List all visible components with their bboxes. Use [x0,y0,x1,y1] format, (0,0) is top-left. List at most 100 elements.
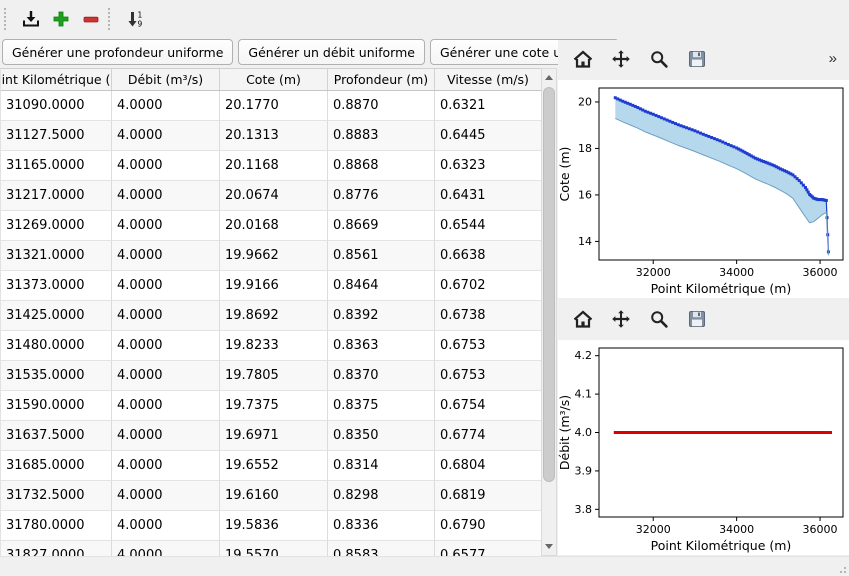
table-cell: 0.6544 [435,211,541,241]
svg-text:Cote (m): Cote (m) [558,147,572,202]
header-profondeur[interactable]: Profondeur (m) [328,69,435,90]
save-icon [689,50,705,67]
table-row[interactable]: 31269.0000 4.0000 20.0168 0.8669 0.6544 [1,211,541,241]
table-row[interactable]: 31321.0000 4.0000 19.9662 0.8561 0.6638 [1,241,541,271]
resize-grip-icon[interactable] [835,562,846,573]
zoom-button[interactable] [642,303,676,334]
table-cell: 31269.0000 [1,211,112,241]
down-arrow-icon [545,544,553,549]
table-cell: 31090.0000 [1,91,112,121]
table-cell: 0.8363 [328,331,435,361]
svg-text:3.8: 3.8 [575,503,593,516]
table-row[interactable]: 31732.5000 4.0000 19.6160 0.8298 0.6819 [1,481,541,511]
add-icon [53,11,69,26]
table-cell: 19.8233 [220,331,328,361]
table-row[interactable]: 31637.5000 4.0000 19.6971 0.8350 0.6774 [1,421,541,451]
table-row[interactable]: 31827.0000 4.0000 19.5570 0.8583 0.6577 [1,541,541,556]
header-vitesse[interactable]: Vitesse (m/s) [435,69,541,90]
sort-numeric-icon: 1 9 [128,10,143,28]
table-cell: 31127.5000 [1,121,112,151]
header-debit[interactable]: Débit (m³/s) [112,69,220,90]
toolbar-drag-handle[interactable] [4,7,12,30]
svg-text:34000: 34000 [719,266,754,279]
table-body: 31090.0000 4.0000 20.1770 0.8870 0.6321 31127… [1,91,541,556]
generate-depth-button[interactable]: Générer une profondeur uniforme [2,39,234,65]
toolbar-overflow-button[interactable]: » [825,49,841,68]
table-row[interactable]: 31685.0000 4.0000 19.6552 0.8314 0.6804 [1,451,541,481]
pan-button[interactable] [604,43,638,74]
svg-text:16: 16 [578,188,592,201]
remove-row-button[interactable] [76,4,106,33]
table-vertical-scrollbar[interactable] [541,68,557,556]
home-button[interactable] [566,43,600,74]
table-cell: 31732.5000 [1,481,112,511]
svg-text:36000: 36000 [803,523,838,536]
table-cell: 19.9166 [220,271,328,301]
table-cell: 19.8692 [220,301,328,331]
svg-text:36000: 36000 [803,266,838,279]
table-cell: 31637.5000 [1,421,112,451]
svg-text:4.2: 4.2 [575,349,593,362]
scroll-down-button[interactable] [542,539,556,554]
pan-button[interactable] [604,303,638,334]
table-cell: 4.0000 [112,511,220,541]
table-cell: 4.0000 [112,541,220,556]
generate-flow-button[interactable]: Générer un débit uniforme [238,39,425,65]
table-cell: 31780.0000 [1,511,112,541]
pan-icon [612,49,630,68]
table-cell: 19.7805 [220,361,328,391]
table-row[interactable]: 31480.0000 4.0000 19.8233 0.8363 0.6753 [1,331,541,361]
import-button[interactable] [16,4,46,33]
table-cell: 4.0000 [112,121,220,151]
table-cell: 19.9662 [220,241,328,271]
save-figure-button[interactable] [680,303,714,334]
table-row[interactable]: 31535.0000 4.0000 19.7805 0.8370 0.6753 [1,361,541,391]
table-row[interactable]: 31425.0000 4.0000 19.8692 0.8392 0.6738 [1,301,541,331]
table-cell: 4.0000 [112,271,220,301]
table-header: int Kilométrique ( Débit (m³/s) Cote (m)… [1,69,541,91]
add-row-button[interactable] [46,4,76,33]
svg-text:4.0: 4.0 [575,426,593,439]
table-cell: 0.8298 [328,481,435,511]
sort-button[interactable]: 1 9 [120,4,150,33]
table-cell: 31321.0000 [1,241,112,271]
header-point-kilometrique[interactable]: int Kilométrique ( [1,69,112,90]
table-row[interactable]: 31373.0000 4.0000 19.9166 0.8464 0.6702 [1,271,541,301]
table-cell: 0.8776 [328,181,435,211]
save-icon [689,310,705,327]
table-row[interactable]: 31165.0000 4.0000 20.1168 0.8868 0.6323 [1,151,541,181]
table-cell: 0.6323 [435,151,541,181]
table-cell: 4.0000 [112,421,220,451]
table-row[interactable]: 31090.0000 4.0000 20.1770 0.8870 0.6321 [1,91,541,121]
table-cell: 31373.0000 [1,271,112,301]
svg-text:20: 20 [578,95,592,108]
svg-text:18: 18 [578,142,592,155]
table-cell: 0.6753 [435,331,541,361]
scroll-up-button[interactable] [542,70,556,85]
save-figure-button[interactable] [680,43,714,74]
scrollbar-thumb[interactable] [543,87,555,482]
debit-chart[interactable]: 32000 34000 36000 3.8 3.9 4.0 4.1 4.2 Point Kilo… [558,340,849,555]
svg-text:1: 1 [138,10,143,19]
zoom-button[interactable] [642,43,676,74]
table-row[interactable]: 31127.5000 4.0000 20.1313 0.8883 0.6445 [1,121,541,151]
svg-text:14: 14 [578,235,592,248]
table-cell: 0.6738 [435,301,541,331]
table-cell: 4.0000 [112,151,220,181]
remove-icon [83,16,99,22]
table-cell: 0.6577 [435,541,541,556]
table-row[interactable]: 31217.0000 4.0000 20.0674 0.8776 0.6431 [1,181,541,211]
header-cote[interactable]: Cote (m) [220,69,328,90]
table-cell: 0.6790 [435,511,541,541]
table-cell: 4.0000 [112,391,220,421]
home-button[interactable] [566,303,600,334]
table-cell: 0.6754 [435,391,541,421]
svg-text:32000: 32000 [636,266,671,279]
table-cell: 0.8561 [328,241,435,271]
table-cell: 0.6804 [435,451,541,481]
table-cell: 19.7375 [220,391,328,421]
table-cell: 20.0168 [220,211,328,241]
cote-chart[interactable]: 32000 34000 36000 14 16 18 20 Point Kilométriqu… [558,80,849,298]
table-row[interactable]: 31780.0000 4.0000 19.5836 0.8336 0.6790 [1,511,541,541]
table-row[interactable]: 31590.0000 4.0000 19.7375 0.8375 0.6754 [1,391,541,421]
